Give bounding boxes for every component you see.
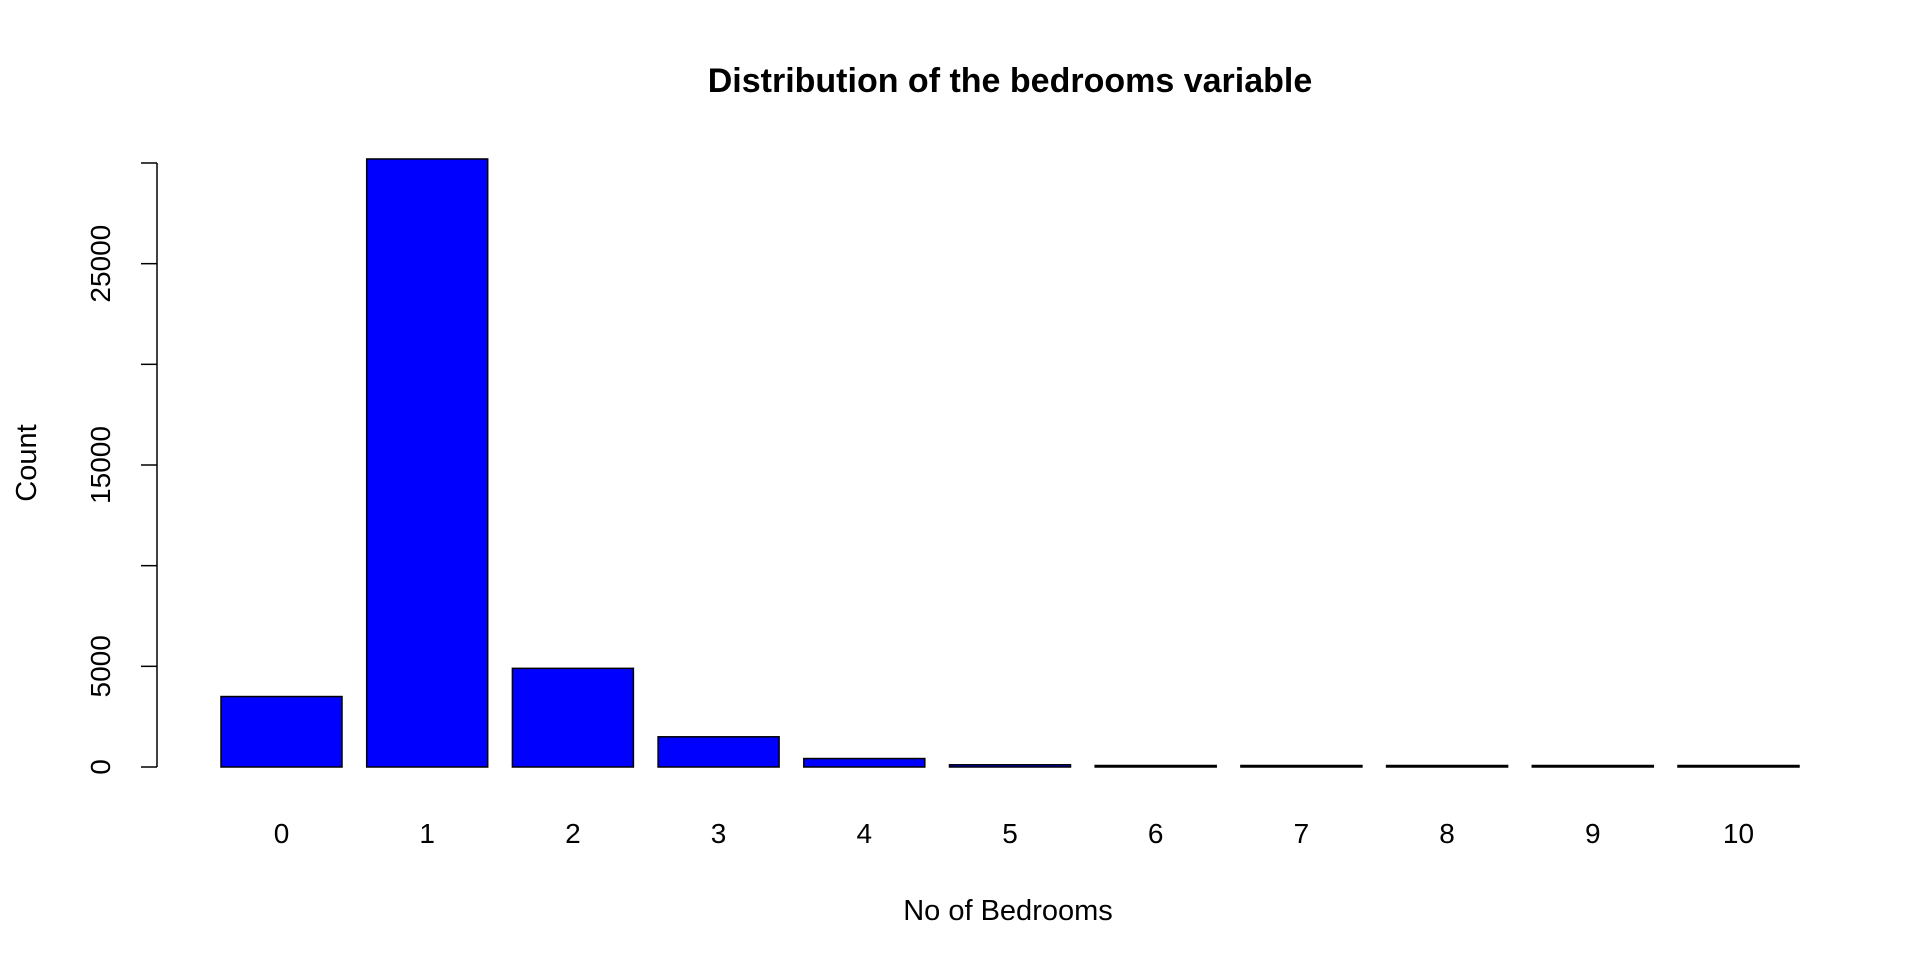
- x-tick-label: 9: [1585, 818, 1601, 849]
- bar-0: [220, 695, 343, 768]
- x-tick-label: 3: [711, 818, 727, 849]
- x-tick-label: 4: [857, 818, 873, 849]
- bar-4: [803, 757, 926, 768]
- y-axis-label: Count: [11, 424, 43, 501]
- x-tick-label: 10: [1723, 818, 1754, 849]
- bar-5: [948, 764, 1072, 768]
- bar-10: [1677, 764, 1800, 768]
- x-tick-labels: 0 1 2 3 4 5 6 7 8 9 10: [274, 818, 1754, 849]
- bar-3: [657, 736, 780, 768]
- y-tick-label: 25000: [85, 225, 116, 303]
- bar-1: [365, 158, 489, 768]
- x-tick-label: 0: [274, 818, 290, 849]
- x-tick-label: 8: [1439, 818, 1455, 849]
- y-axis: 0 5000 15000 25000: [85, 162, 158, 775]
- x-axis-label: No of Bedrooms: [903, 895, 1113, 927]
- chart-title: Distribution of the bedrooms variable: [708, 62, 1313, 100]
- bars: [220, 158, 1800, 768]
- x-tick-label: 5: [1002, 818, 1018, 849]
- bar-7: [1240, 764, 1363, 768]
- x-tick-label: 7: [1294, 818, 1310, 849]
- bar-2: [511, 667, 635, 768]
- y-tick-label: 15000: [85, 426, 116, 504]
- bar-6: [1094, 764, 1217, 768]
- x-tick-label: 1: [419, 818, 435, 849]
- x-tick-label: 6: [1148, 818, 1164, 849]
- bar-8: [1385, 764, 1509, 768]
- y-tick-label: 5000: [85, 635, 116, 697]
- bar-9: [1531, 764, 1655, 768]
- y-tick-label: 0: [85, 759, 116, 775]
- x-tick-label: 2: [565, 818, 581, 849]
